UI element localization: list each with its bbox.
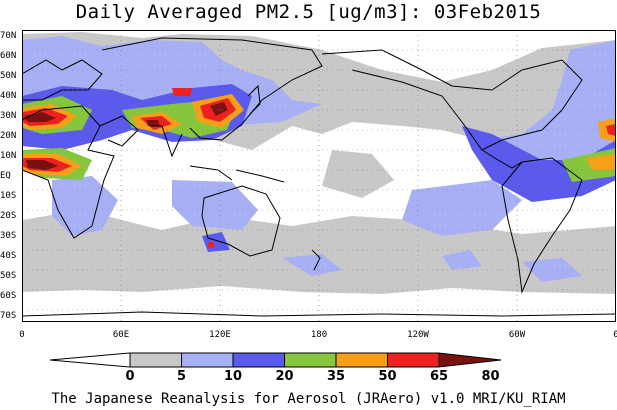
longitude-label: 0 xyxy=(19,330,25,340)
latitude-label: 40S xyxy=(0,251,17,261)
longitude-label: 120W xyxy=(407,330,429,340)
coast-asia xyxy=(101,37,323,141)
coast-antarctica xyxy=(22,311,616,317)
latitude-label: 50N xyxy=(0,71,17,81)
colorbar-cell xyxy=(181,352,234,368)
longitude-label: 60W xyxy=(508,330,526,340)
colorbar-cell xyxy=(284,352,337,368)
latitude-label: 70N xyxy=(0,31,17,41)
latitude-label: 10N xyxy=(0,151,17,161)
longitude-label: 60E xyxy=(112,330,130,340)
latitude-label: EQ xyxy=(0,171,11,181)
coast-europe xyxy=(22,59,103,101)
colorbar-cell-low xyxy=(50,352,131,368)
latitude-label: 30N xyxy=(0,111,17,121)
colorbar-cell xyxy=(129,352,182,368)
colorbar-level-label: 0 xyxy=(125,369,135,384)
colorbar-level-label: 5 xyxy=(176,369,187,384)
longitude-label: 120E xyxy=(209,330,231,340)
coastlines xyxy=(22,37,616,317)
colorbar-level-label: 10 xyxy=(223,369,243,384)
latitude-label: 20S xyxy=(0,211,17,221)
map-frame xyxy=(22,30,616,322)
latitude-label: 10S xyxy=(0,191,17,201)
latitude-label: 30S xyxy=(0,231,17,241)
coast-north-america xyxy=(321,49,583,151)
grid-lines xyxy=(22,30,616,322)
colorbar-level-label: 35 xyxy=(326,369,346,384)
credit-line: The Japanese Reanalysis for Aerosol (JRA… xyxy=(51,391,566,407)
colorbar-cell-high xyxy=(438,352,502,368)
coast-japan xyxy=(247,84,261,115)
longitude-label: 180 xyxy=(310,330,328,340)
latitude-label: 50S xyxy=(0,271,17,281)
latitude-label: 60S xyxy=(0,291,17,301)
colorbar-level-label: 20 xyxy=(275,369,294,384)
pm25-band-80-plus xyxy=(24,102,228,170)
colorbar-level-label: 50 xyxy=(378,369,397,384)
map-title: Daily Averaged PM2.5 [ug/m3]: 03Feb2015 xyxy=(75,1,542,23)
coast-africa xyxy=(22,105,115,239)
coast-south-america xyxy=(501,157,583,294)
colorbar-cell xyxy=(232,352,285,368)
colorbar-level-label: 65 xyxy=(429,369,449,384)
coast-new-zealand xyxy=(311,249,321,271)
latitude-label: 70S xyxy=(0,311,17,321)
latitude-label: 40N xyxy=(0,91,17,101)
colorbar xyxy=(50,352,502,368)
coast-australia xyxy=(201,185,281,257)
latitude-label: 20N xyxy=(0,131,17,141)
colorbar-level-label: 80 xyxy=(481,369,500,384)
latitude-label: 60N xyxy=(0,51,17,61)
longitude-label: 0 xyxy=(613,330,617,340)
pm25-map xyxy=(22,30,616,322)
colorbar-cell xyxy=(387,352,440,368)
colorbar-cell xyxy=(335,352,388,368)
